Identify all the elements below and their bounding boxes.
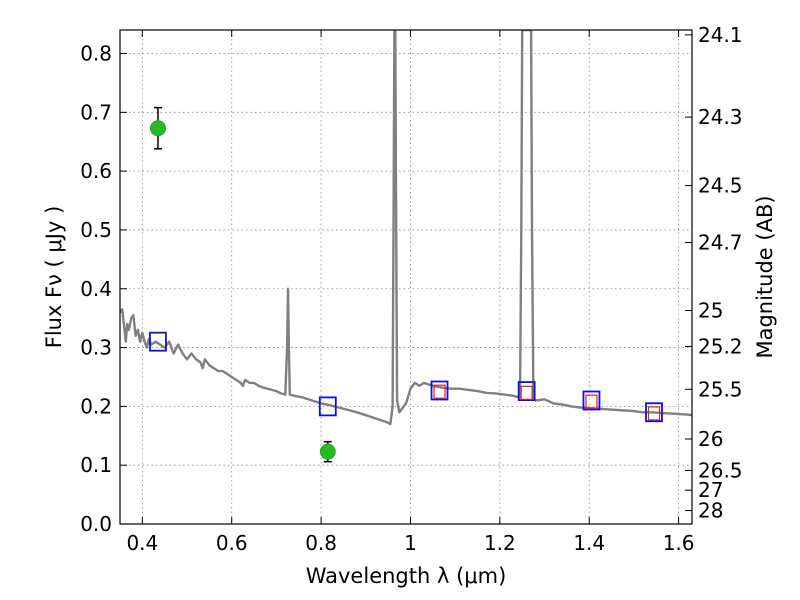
x-tick-label: 1.4 [573,531,605,555]
y-right-tick-label: 25 [698,298,723,322]
y-tick-label: 0.2 [80,394,112,418]
x-tick-label: 0.4 [126,531,158,555]
y-tick-label: 0.5 [80,218,112,242]
photometry-point [319,443,336,460]
y-right-tick-label: 25.5 [698,377,743,401]
model-flux-square [149,331,167,352]
y-right-tick-label: 24.5 [698,174,743,198]
y-right-tick-label: 27 [698,478,723,502]
y-tick-label: 0.8 [80,42,112,66]
y-tick-label: 0.0 [80,512,112,536]
grid [120,30,692,525]
model-spectrum-line [120,30,692,426]
x-axis-label: Wavelength λ (μm) [306,564,507,588]
observed-flux-square [585,394,598,409]
y-tick-label: 0.6 [80,159,112,183]
axes: 0.4 0.6 0.8 1 1.2 1.4 1.6 0.0 0.1 0.2 0.3 0.4 0.5 0.6… [80,23,742,555]
y-tick-label: 0.7 [80,100,112,124]
model-flux-square [430,380,449,401]
y-right-axis-label: Magnitude (AB) [753,195,777,358]
y-axis-label: Flux Fν ( μJy ) [42,206,66,349]
x-tick-label: 1 [404,531,417,555]
x-tick-label: 0.8 [305,531,337,555]
model-flux-square [645,402,663,423]
plot-area [120,30,692,463]
observed-flux-square [520,385,533,400]
y-right-tick-label: 25.2 [698,334,743,358]
y-tick-label: 0.3 [80,336,112,360]
observed-flux-square [433,384,446,399]
y-right-tick-label: 24.1 [698,23,743,47]
y-tick-label: 0.4 [80,277,112,301]
model-flux-square [318,396,337,417]
model-flux-square [582,390,601,411]
y-right-tick-label: 28 [698,499,723,523]
plot-frame [119,29,693,525]
y-right-tick-label: 24.3 [698,105,743,129]
y-right-tick-label: 26 [698,427,723,451]
y-right-tick-label: 24.7 [698,231,743,255]
x-tick-label: 1.2 [484,531,516,555]
model-flux-square [517,381,536,401]
x-tick-label: 0.6 [216,531,248,555]
y-tick-label: 0.1 [80,453,112,477]
x-tick-label: 1.6 [663,531,695,555]
observed-flux-square [647,406,661,421]
photometry-point [149,120,166,137]
y-right-tick-label: 26.5 [698,458,743,482]
